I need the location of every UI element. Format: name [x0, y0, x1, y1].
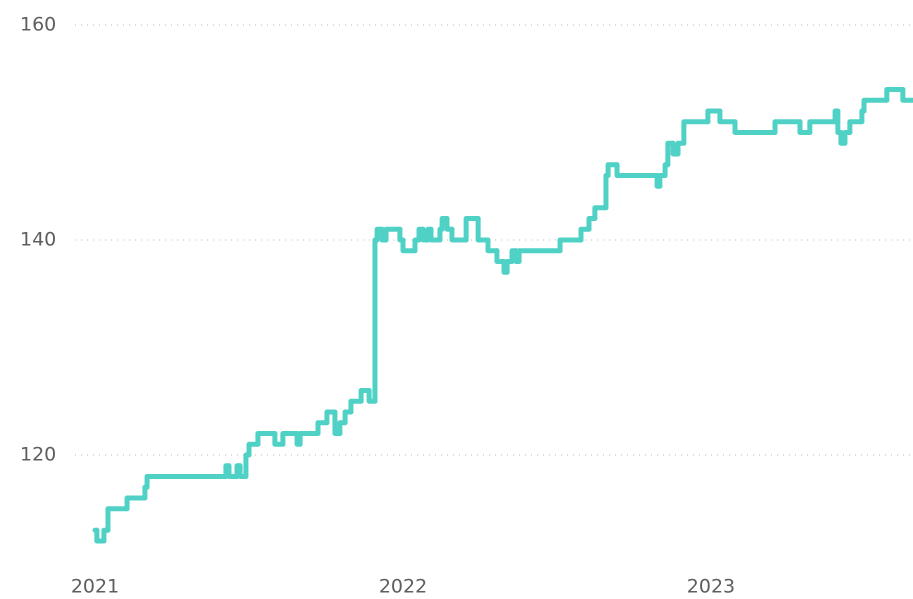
line-step — [372, 237, 380, 404]
line-step — [578, 226, 592, 243]
line-step — [144, 474, 229, 490]
line-step — [105, 506, 130, 533]
x-tick-label: 2023 — [687, 576, 735, 598]
line-step — [772, 119, 803, 135]
line-step — [861, 97, 890, 114]
line-step — [297, 431, 321, 447]
line-step — [400, 237, 418, 254]
line-step — [246, 441, 261, 458]
line-step — [428, 226, 443, 243]
line-step — [475, 216, 491, 243]
line-step — [835, 108, 844, 135]
line-step — [732, 119, 778, 135]
line-step — [797, 119, 813, 135]
line-step — [315, 420, 330, 436]
y-tick-label: 120 — [20, 444, 56, 466]
line-step — [358, 388, 372, 404]
line-step — [324, 409, 338, 426]
line-step — [847, 119, 865, 135]
line-step — [705, 108, 723, 125]
line-step — [516, 248, 563, 264]
x-tick-label: 2022 — [379, 576, 427, 598]
line-step — [280, 431, 300, 447]
line-step — [485, 237, 500, 254]
y-tick-label: 140 — [20, 229, 56, 251]
line-step — [557, 237, 584, 254]
line-step — [243, 452, 252, 479]
line-step — [272, 431, 286, 447]
line-step — [884, 87, 906, 103]
line-step — [226, 463, 240, 479]
line-step — [255, 431, 278, 447]
line-step — [449, 226, 469, 243]
line-step — [605, 162, 620, 178]
line-step — [807, 119, 838, 135]
line-step — [603, 173, 611, 211]
line-step — [717, 108, 738, 125]
x-tick-label: 2021 — [71, 576, 119, 598]
line-step — [681, 119, 711, 146]
line-step — [124, 495, 148, 512]
y-tick-label: 160 — [20, 14, 56, 36]
line-step — [383, 226, 403, 243]
line-step — [900, 87, 913, 103]
line-step — [348, 398, 364, 415]
line-step — [592, 205, 609, 221]
line-step — [614, 162, 660, 178]
line-step — [463, 216, 481, 243]
